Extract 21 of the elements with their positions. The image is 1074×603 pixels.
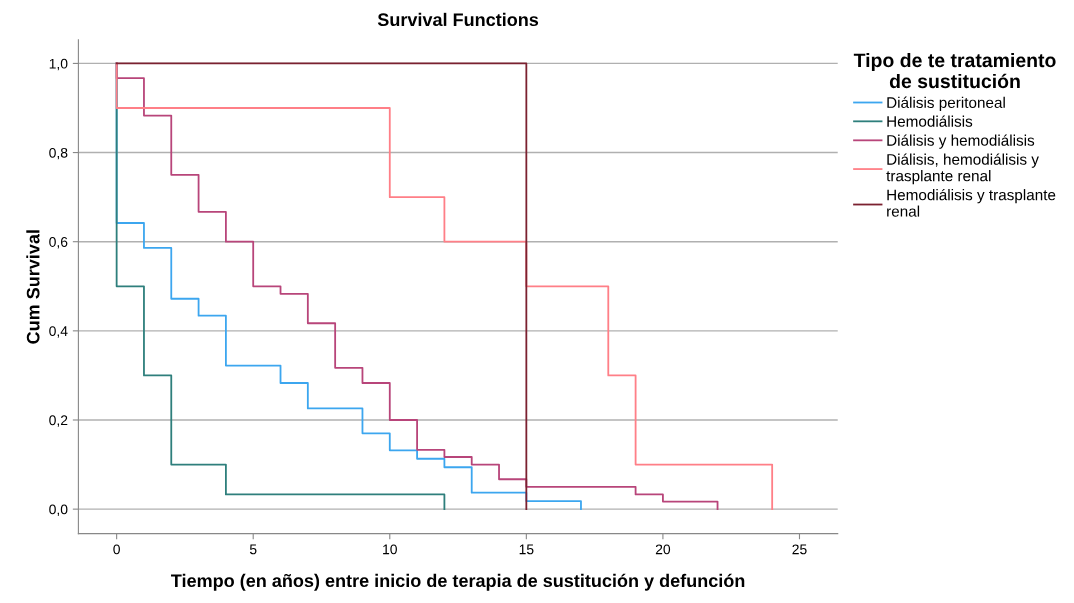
legend-label: Diálisis peritoneal [887,96,1005,112]
y-tick-label: 0,4 [49,326,68,338]
legend-label: Diálisis, hemodiálisis y trasplante renal [886,153,1039,185]
x-tick-label: 0 [113,544,120,555]
x-tick-label: 5 [249,544,257,555]
legend-label: Hemodiálisis [887,115,973,127]
y-tick-label: 0,0 [49,504,68,516]
y-tick-label: 0,2 [49,415,68,427]
x-tick-label: 15 [519,544,534,555]
x-tick-label: 20 [655,544,671,555]
x-tick-label: 10 [383,544,397,555]
y-axis-title: Cum Survival [26,230,40,344]
legend-label: Diálisis y hemodiálisis [887,134,1035,149]
y-tick-label: 1,0 [49,58,68,71]
y-tick-label: 0,8 [49,147,68,160]
legend-title: Tipo de te tratamiento de sustitución [853,52,1056,89]
x-axis-title: Tiempo (en años) entre inicio de terapia de sustitución y defunción [171,573,745,591]
chart-title: Survival Functions [377,12,539,27]
y-tick-label: 0,6 [49,237,68,249]
x-tick-label: 25 [792,544,807,555]
legend-label: Hemodiálisis y trasplante renal [887,188,1056,217]
